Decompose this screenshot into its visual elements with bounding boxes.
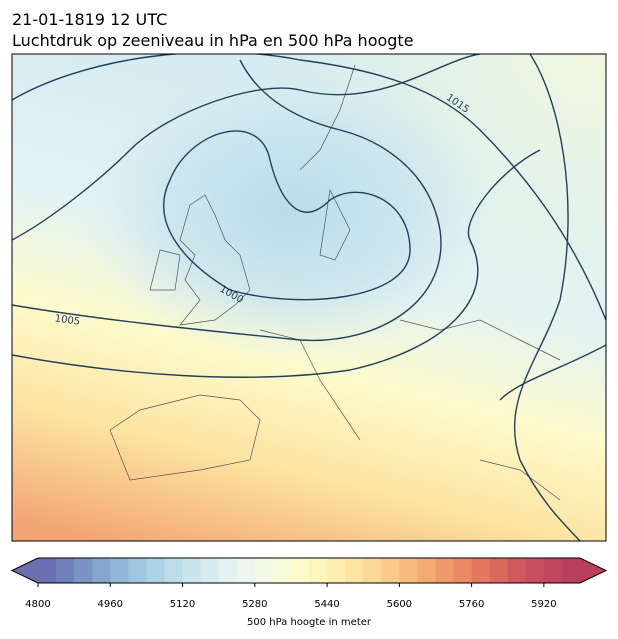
colorbar-segment <box>272 558 292 583</box>
colorbar-segment <box>309 558 328 583</box>
colorbar-segment <box>561 558 581 583</box>
colorbar-segment <box>146 558 165 583</box>
colorbar-segment <box>525 558 545 583</box>
colorbar-tick-label: 5600 <box>387 599 412 610</box>
colorbar-segment <box>507 558 527 583</box>
colorbar-segment <box>200 558 220 583</box>
colorbar: 4800 4960 5120 5280 5440 5600 5760 5920 <box>10 557 608 610</box>
date-title: 21-01-1819 12 UTC <box>12 10 167 29</box>
low-shade <box>80 60 500 360</box>
contour-line <box>12 59 442 342</box>
colorbar-extend-max <box>580 558 606 583</box>
contour-label: 1005 <box>54 313 81 327</box>
colorbar-segment <box>56 558 75 583</box>
colorbar-segment <box>435 558 455 583</box>
contour-line <box>499 344 606 401</box>
contour-line <box>12 149 541 378</box>
colorbar-tick-label: 5920 <box>531 599 556 610</box>
colorbar-segment <box>381 558 400 583</box>
contour-line <box>12 54 481 241</box>
colorbar-segment <box>290 558 310 583</box>
colorbar-tick-label: 5760 <box>459 599 484 610</box>
colorbar-segment <box>92 558 111 583</box>
colorbar-segment <box>128 558 147 583</box>
contour-line <box>163 130 411 301</box>
colorbar-tick-label: 5440 <box>314 599 339 610</box>
colorbar-segment <box>453 558 473 583</box>
colorbar-segment <box>218 558 238 583</box>
colorbar-segment <box>543 558 563 583</box>
colorbar-tick-label: 5120 <box>170 599 195 610</box>
colorbar-segment <box>38 558 57 583</box>
map-title: Luchtdruk op zeeniveau in hPa en 500 hPa… <box>12 31 414 50</box>
colorbar-segment <box>363 558 382 583</box>
map: 1015 1000 1005 <box>12 54 606 541</box>
colorbar-segment <box>74 558 93 583</box>
colorbar-segment <box>489 558 509 583</box>
colorbar-segment <box>345 558 364 583</box>
colorbar-frame <box>10 557 608 584</box>
colorbar-segment <box>182 558 202 583</box>
colorbar-segment <box>110 558 129 583</box>
colorbar-extend-min <box>12 558 38 583</box>
contour-line <box>12 54 606 321</box>
colorbar-segment <box>399 558 418 583</box>
colorbar-segment <box>254 558 274 583</box>
colorbar-tick-label: 4960 <box>98 599 123 610</box>
colorbar-segment <box>417 558 436 583</box>
colorbar-tick-label: 4800 <box>25 599 50 610</box>
contour-line <box>513 54 581 541</box>
colorbar-segment <box>236 558 256 583</box>
map-frame <box>11 53 607 542</box>
colorbar-segment <box>471 558 491 583</box>
colorbar-label: 500 hPa hoogte in meter <box>247 617 372 628</box>
colorbar-tick-label: 5280 <box>242 599 267 610</box>
coastlines <box>109 64 561 501</box>
colorbar-segment <box>164 558 184 583</box>
colorbar-segment <box>327 558 346 583</box>
